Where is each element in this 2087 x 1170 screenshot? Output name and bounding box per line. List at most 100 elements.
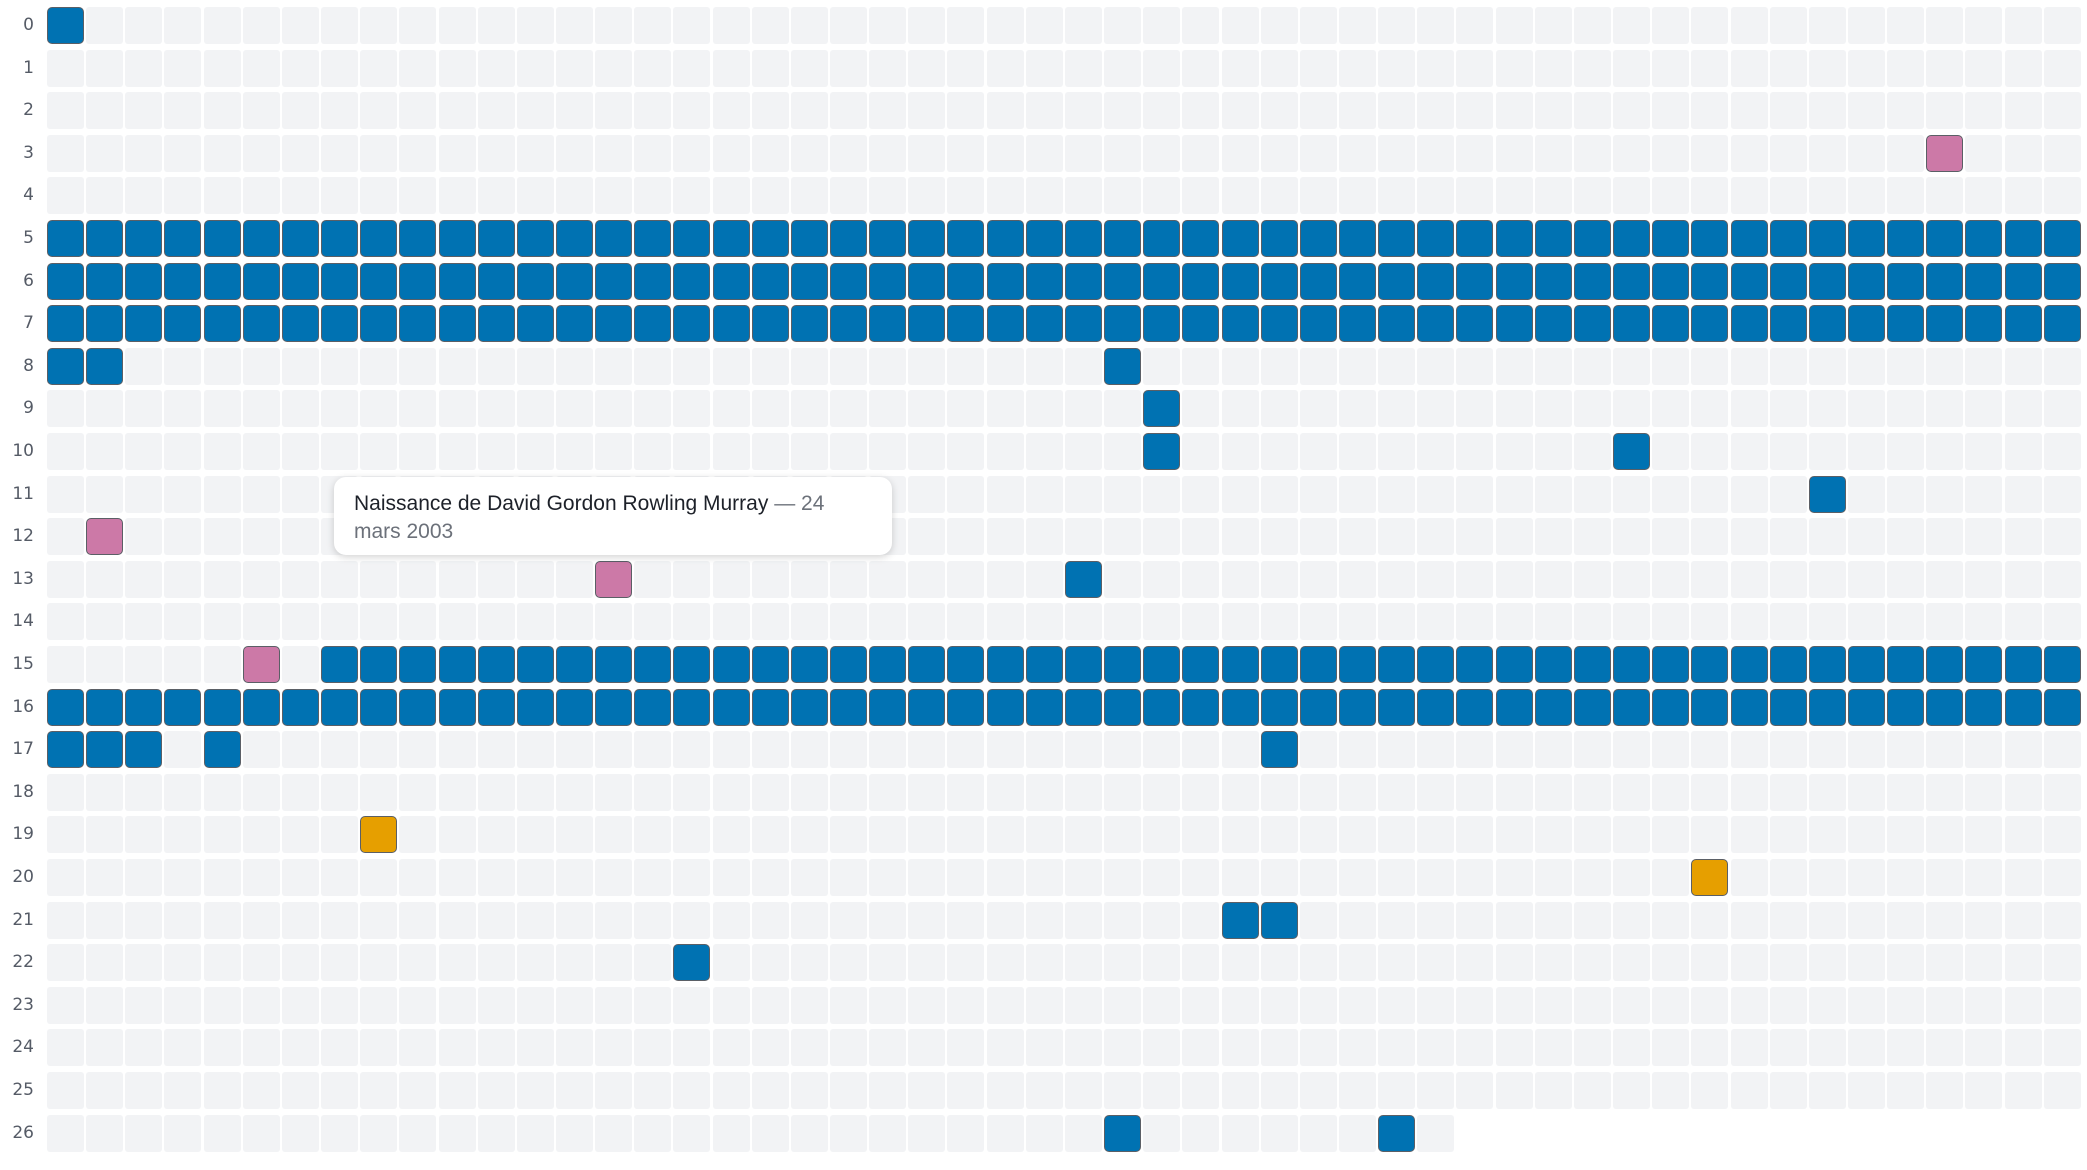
week-cell-blue[interactable] — [1104, 262, 1141, 300]
week-cell-blue[interactable] — [673, 944, 711, 982]
week-cell-blue[interactable] — [360, 688, 398, 726]
week-cell-blue[interactable] — [1691, 688, 1729, 726]
week-cell-blue[interactable] — [830, 220, 867, 257]
week-cell-blue[interactable] — [1730, 688, 1768, 726]
week-cell-blue[interactable] — [1808, 688, 1846, 726]
week-cell-blue[interactable] — [438, 220, 476, 257]
week-cell-blue[interactable] — [1025, 646, 1063, 683]
week-cell-blue[interactable] — [1730, 646, 1768, 683]
week-cell-blue[interactable] — [1378, 646, 1416, 683]
week-cell-blue[interactable] — [86, 688, 124, 726]
week-cell-blue[interactable] — [1104, 646, 1141, 683]
week-cell-blue[interactable] — [1260, 305, 1298, 343]
week-cell-blue[interactable] — [790, 305, 828, 343]
week-cell-blue[interactable] — [595, 646, 633, 683]
week-cell-blue[interactable] — [1691, 305, 1729, 343]
week-cell-blue[interactable] — [869, 305, 907, 343]
week-cell-blue[interactable] — [516, 305, 554, 343]
week-cell-blue[interactable] — [869, 262, 907, 300]
week-cell-blue[interactable] — [86, 220, 124, 257]
week-cell-blue[interactable] — [1260, 220, 1298, 257]
week-cell-blue[interactable] — [1104, 305, 1141, 343]
week-cell-blue[interactable] — [751, 646, 789, 683]
week-cell-blue[interactable] — [477, 220, 515, 257]
week-cell-blue[interactable] — [673, 220, 711, 257]
week-cell-blue[interactable] — [516, 220, 554, 257]
week-cell-blue[interactable] — [790, 220, 828, 257]
week-cell-blue[interactable] — [947, 646, 985, 683]
week-cell-blue[interactable] — [1025, 305, 1063, 343]
week-cell-blue[interactable] — [2043, 262, 2081, 300]
week-cell-blue[interactable] — [751, 305, 789, 343]
week-cell-blue[interactable] — [986, 220, 1024, 257]
week-cell-blue[interactable] — [1769, 262, 1807, 300]
week-cell-blue[interactable] — [1299, 262, 1337, 300]
week-cell-blue[interactable] — [1534, 305, 1572, 343]
week-cell-blue[interactable] — [556, 220, 593, 257]
week-cell-blue[interactable] — [1104, 1114, 1141, 1152]
week-cell-blue[interactable] — [281, 220, 319, 257]
week-cell-blue[interactable] — [908, 688, 946, 726]
week-cell-blue[interactable] — [1182, 646, 1220, 683]
week-cell-blue[interactable] — [399, 262, 437, 300]
week-cell-blue[interactable] — [1847, 688, 1885, 726]
week-cell-pink[interactable] — [1926, 134, 1964, 172]
week-cell-blue[interactable] — [1730, 262, 1768, 300]
week-cell-blue[interactable] — [125, 220, 163, 257]
week-cell-blue[interactable] — [203, 305, 241, 343]
week-cell-blue[interactable] — [1064, 262, 1102, 300]
week-cell-blue[interactable] — [2004, 262, 2042, 300]
week-cell-blue[interactable] — [1808, 646, 1846, 683]
week-cell-blue[interactable] — [47, 7, 84, 44]
week-cell-blue[interactable] — [1104, 347, 1141, 385]
week-cell-blue[interactable] — [1260, 688, 1298, 726]
week-cell-blue[interactable] — [673, 262, 711, 300]
week-cell-blue[interactable] — [164, 688, 202, 726]
week-cell-pink[interactable] — [242, 646, 280, 683]
week-cell-blue[interactable] — [47, 262, 84, 300]
week-cell-blue[interactable] — [947, 688, 985, 726]
week-cell-blue[interactable] — [1417, 646, 1455, 683]
week-cell-blue[interactable] — [634, 688, 672, 726]
week-cell-blue[interactable] — [1730, 220, 1768, 257]
week-cell-blue[interactable] — [438, 688, 476, 726]
week-cell-blue[interactable] — [830, 262, 867, 300]
week-cell-blue[interactable] — [712, 220, 750, 257]
week-cell-blue[interactable] — [86, 347, 124, 385]
week-cell-blue[interactable] — [2043, 305, 2081, 343]
week-cell-blue[interactable] — [203, 262, 241, 300]
week-cell-blue[interactable] — [1691, 220, 1729, 257]
week-cell-blue[interactable] — [321, 220, 359, 257]
week-cell-blue[interactable] — [1769, 305, 1807, 343]
week-cell-blue[interactable] — [986, 305, 1024, 343]
week-cell-blue[interactable] — [203, 731, 241, 769]
week-cell-blue[interactable] — [1926, 220, 1964, 257]
week-cell-blue[interactable] — [1339, 220, 1376, 257]
week-cell-blue[interactable] — [1143, 305, 1181, 343]
week-cell-blue[interactable] — [2043, 220, 2081, 257]
week-cell-blue[interactable] — [1025, 688, 1063, 726]
week-cell-blue[interactable] — [595, 220, 633, 257]
week-cell-blue[interactable] — [869, 220, 907, 257]
week-cell-blue[interactable] — [399, 688, 437, 726]
week-cell-blue[interactable] — [869, 646, 907, 683]
week-cell-blue[interactable] — [947, 220, 985, 257]
week-cell-blue[interactable] — [908, 262, 946, 300]
week-cell-blue[interactable] — [595, 262, 633, 300]
week-cell-blue[interactable] — [751, 688, 789, 726]
week-cell-blue[interactable] — [2043, 646, 2081, 683]
week-cell-blue[interactable] — [1456, 262, 1494, 300]
week-cell-blue[interactable] — [1965, 305, 2003, 343]
week-cell-blue[interactable] — [1534, 688, 1572, 726]
week-cell-blue[interactable] — [751, 220, 789, 257]
week-cell-blue[interactable] — [1064, 646, 1102, 683]
week-cell-blue[interactable] — [242, 305, 280, 343]
week-cell-blue[interactable] — [1378, 305, 1416, 343]
week-cell-blue[interactable] — [1495, 305, 1533, 343]
week-cell-blue[interactable] — [1965, 646, 2003, 683]
week-cell-blue[interactable] — [1495, 262, 1533, 300]
week-cell-blue[interactable] — [1495, 646, 1533, 683]
week-cell-blue[interactable] — [1378, 688, 1416, 726]
week-cell-blue[interactable] — [86, 731, 124, 769]
week-cell-blue[interactable] — [1926, 305, 1964, 343]
